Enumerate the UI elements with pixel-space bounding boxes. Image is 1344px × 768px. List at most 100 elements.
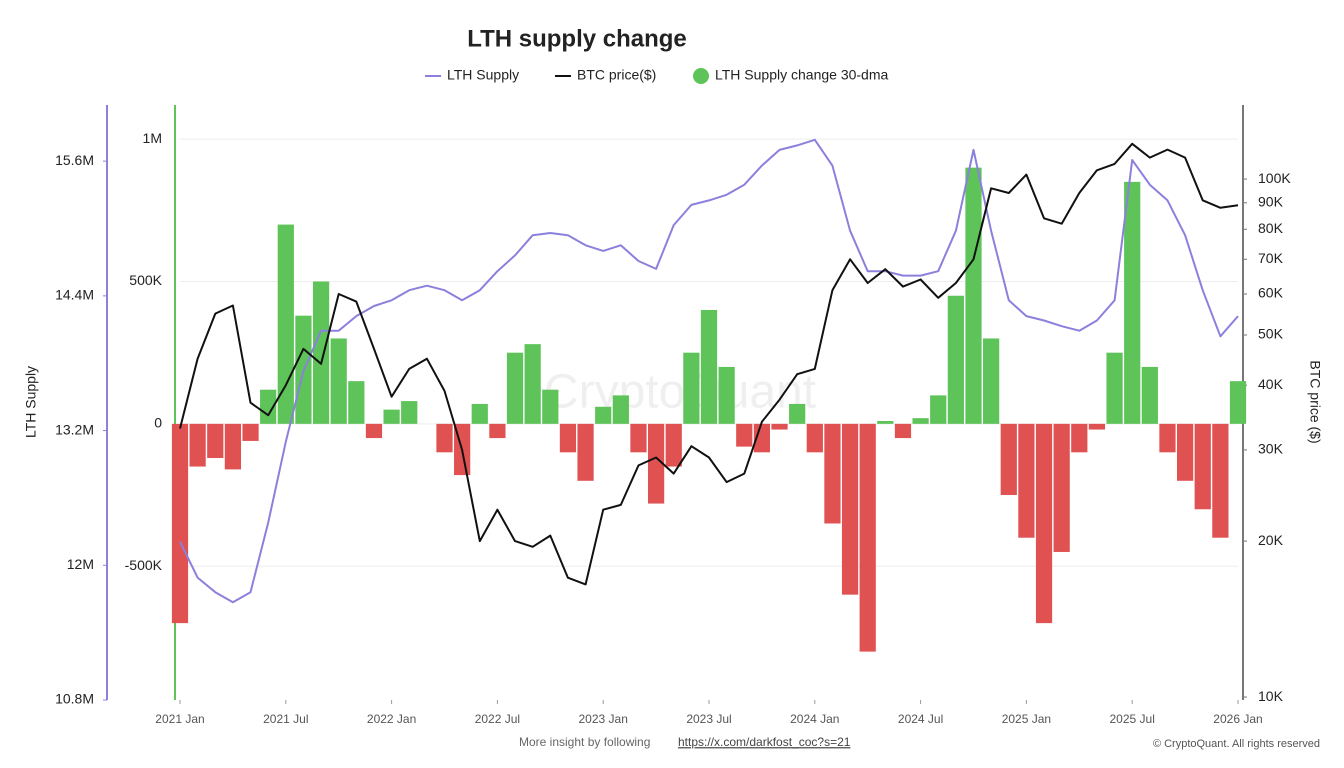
bar [736, 423, 753, 447]
bar [841, 423, 859, 595]
bar [542, 389, 559, 424]
bar [1124, 181, 1141, 424]
x-tick-label: 2025 Jul [1110, 712, 1155, 726]
bar [260, 389, 277, 424]
bar [524, 344, 541, 424]
legend-label: BTC price($) [577, 67, 656, 83]
line [179, 142, 1239, 586]
bar [1088, 423, 1106, 430]
bar [471, 403, 488, 424]
bar [559, 423, 577, 453]
bar [877, 421, 894, 424]
bar [1035, 423, 1053, 624]
bar [1212, 423, 1229, 538]
footer-text: More insight by following [519, 735, 650, 749]
y2-tick-label: 0 [154, 415, 162, 431]
legend-label: LTH Supply [447, 67, 519, 83]
watermark: CryptoQuant [544, 366, 816, 419]
x-tick-label: 2026 Jan [1213, 712, 1262, 726]
y3-tick-label: 30K [1258, 441, 1284, 457]
bar [348, 381, 365, 424]
y3-tick-label: 80K [1258, 220, 1284, 236]
bar [383, 409, 400, 424]
y3-tick-label: 50K [1258, 326, 1284, 342]
bar [506, 352, 524, 424]
y3-axis-title: BTC price ($) [1307, 360, 1323, 443]
x-tick-label: 2023 Jul [686, 712, 731, 726]
x-tick-label: 2025 Jan [1002, 712, 1051, 726]
bar [612, 395, 629, 424]
bar [224, 423, 242, 470]
x-tick-label: 2022 Jan [367, 712, 416, 726]
y3-tick-label: 40K [1258, 376, 1284, 392]
line [179, 138, 1239, 604]
x-tick-label: 2022 Jul [475, 712, 520, 726]
bar [1176, 423, 1194, 481]
y-tick-label: 10.8M [55, 691, 94, 707]
y3-tick-label: 70K [1258, 250, 1284, 266]
bar [277, 224, 294, 424]
y-tick-label: 14.4M [55, 287, 94, 303]
chart-title: LTH supply change [467, 25, 687, 52]
bar [806, 423, 823, 453]
x-tick-label: 2024 Jan [790, 712, 839, 726]
bar [1071, 423, 1088, 453]
y3-tick-label: 10K [1258, 688, 1284, 704]
bar [700, 309, 718, 424]
bar [189, 423, 206, 467]
bar [1141, 366, 1158, 424]
bar [647, 423, 665, 504]
bar [1000, 423, 1017, 496]
y-tick-label: 13.2M [55, 421, 94, 437]
bar [947, 295, 964, 424]
bar [789, 403, 806, 424]
y2-tick-label: 1M [143, 130, 162, 146]
bar [683, 352, 700, 424]
bar [665, 423, 682, 467]
bar [718, 366, 735, 424]
bar [365, 423, 383, 439]
bar [171, 423, 189, 624]
legend-swatch [693, 68, 709, 84]
y2-tick-label: -500K [125, 557, 163, 573]
bar [330, 338, 347, 424]
y-tick-label: 15.6M [55, 152, 94, 168]
bar [242, 423, 259, 441]
bar [894, 423, 912, 439]
x-tick-label: 2024 Jul [898, 712, 943, 726]
x-tick-label: 2023 Jan [579, 712, 628, 726]
bar [771, 423, 788, 430]
bar [983, 338, 1000, 424]
bar [824, 423, 841, 524]
footer-link[interactable]: https://x.com/darkfost_coc?s=21 [678, 735, 851, 749]
bar [1106, 352, 1123, 424]
y2-tick-label: 500K [129, 272, 162, 288]
legend-label: LTH Supply change 30-dma [715, 67, 888, 83]
copyright: © CryptoQuant. All rights reserved [1153, 738, 1320, 750]
bar [489, 423, 506, 439]
x-tick-label: 2021 Jul [263, 712, 308, 726]
bar [1159, 423, 1176, 453]
bar [859, 423, 876, 652]
bar [630, 423, 647, 453]
y-axis-title: LTH Supply [23, 366, 39, 438]
bar [1053, 423, 1070, 552]
bar [312, 281, 330, 424]
bar [436, 423, 453, 453]
bar [595, 406, 612, 424]
y3-tick-label: 100K [1258, 170, 1291, 186]
bar [1229, 381, 1247, 424]
bar [207, 423, 224, 459]
x-tick-label: 2021 Jan [155, 712, 204, 726]
bar [401, 401, 418, 424]
y3-tick-label: 60K [1258, 285, 1284, 301]
bar [912, 418, 929, 424]
bar [930, 395, 947, 424]
y3-tick-label: 20K [1258, 532, 1284, 548]
bar [1018, 423, 1035, 538]
bar [965, 167, 982, 424]
bar [577, 423, 594, 481]
bar [1194, 423, 1211, 510]
